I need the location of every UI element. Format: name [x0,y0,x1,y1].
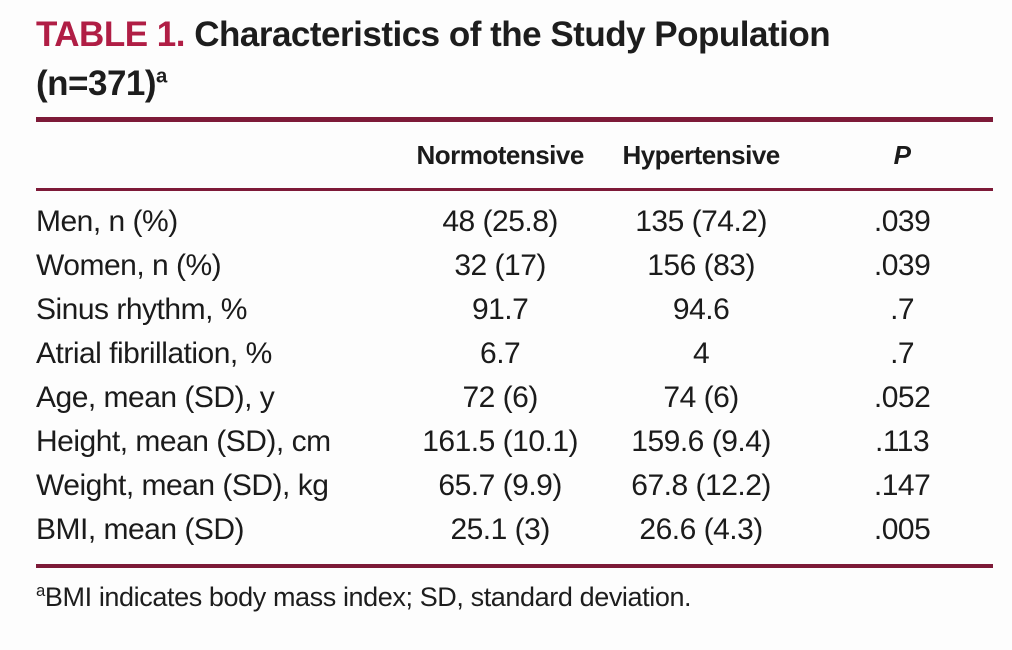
header-normotensive: Normotensive [409,119,592,191]
p-value-cell: .052 [873,381,931,414]
table-title-text: Characteristics of the Study Population [194,15,831,54]
header-row: Normotensive Hypertensive P [36,119,993,191]
p-value-cell: .7 [890,293,915,326]
header-row-label-cell [36,119,410,191]
table-row: Height, mean (SD), cm 161.5 (10.1) 159.6… [36,420,993,464]
row-label-cell: Sinus rhythm, % [36,293,247,326]
p-value-cell: .7 [890,337,915,370]
normotensive-cell: 48 (25.8) [442,205,558,238]
table-footnote: aBMI indicates body mass index; SD, stan… [36,582,993,613]
table-row: BMI, mean (SD) 25.1 (3) 26.6 (4.3) .005 [36,508,993,566]
table-row: Weight, mean (SD), kg 65.7 (9.9) 67.8 (1… [36,464,993,508]
normotensive-cell: 6.7 [480,337,521,370]
footnote-text: BMI indicates body mass index; SD, stand… [44,582,692,612]
table-body: Men, n (%) 48 (25.8) 135 (74.2) .039 Wom… [36,190,993,567]
hypertensive-cell: 156 (83) [647,249,755,282]
row-label-cell: BMI, mean (SD) [36,513,245,546]
table-header: Normotensive Hypertensive P [36,119,993,191]
normotensive-cell: 32 (17) [454,249,546,282]
row-label-cell: Age, mean (SD), y [36,381,275,414]
row-label-cell: Men, n (%) [36,205,178,238]
hypertensive-cell: 159.6 (9.4) [631,425,771,458]
normotensive-cell: 72 (6) [462,381,538,414]
table-row: Men, n (%) 48 (25.8) 135 (74.2) .039 [36,190,993,245]
p-value-cell: .113 [874,425,930,458]
table-number-label: TABLE 1. [36,15,185,54]
row-label-cell: Women, n (%) [36,249,222,282]
table-title: TABLE 1. Characteristics of the Study Po… [36,10,993,108]
normotensive-cell: 65.7 (9.9) [438,469,562,502]
table-sample-size: (n=371) [36,64,157,103]
row-label-cell: Atrial fibrillation, % [36,337,272,370]
hypertensive-cell: 26.6 (4.3) [639,513,763,546]
table-row: Women, n (%) 32 (17) 156 (83) .039 [36,244,993,288]
hypertensive-cell: 74 (6) [663,381,739,414]
table-row: Sinus rhythm, % 91.7 94.6 .7 [36,288,993,332]
hypertensive-cell: 94.6 [672,293,730,326]
footnote-marker: a [36,581,45,600]
normotensive-cell: 25.1 (3) [450,513,550,546]
row-label-cell: Weight, mean (SD), kg [36,469,329,502]
p-value-cell: .039 [873,205,931,238]
p-value-cell: .005 [873,513,931,546]
normotensive-cell: 91.7 [471,293,529,326]
p-value-cell: .039 [873,249,931,282]
title-footnote-marker: a [156,65,167,88]
header-p-value: P [811,119,993,191]
normotensive-cell: 161.5 (10.1) [422,425,579,458]
hypertensive-cell: 4 [693,337,710,370]
table-row: Atrial fibrillation, % 6.7 4 .7 [36,332,993,376]
table-row: Age, mean (SD), y 72 (6) 74 (6) .052 [36,376,993,420]
hypertensive-cell: 135 (74.2) [635,205,767,238]
header-hypertensive: Hypertensive [591,119,812,191]
row-label-cell: Height, mean (SD), cm [36,425,331,458]
p-value-cell: .147 [873,469,931,502]
hypertensive-cell: 67.8 (12.2) [631,469,771,502]
study-population-table: Normotensive Hypertensive P Men, n (%) 4… [36,117,993,568]
